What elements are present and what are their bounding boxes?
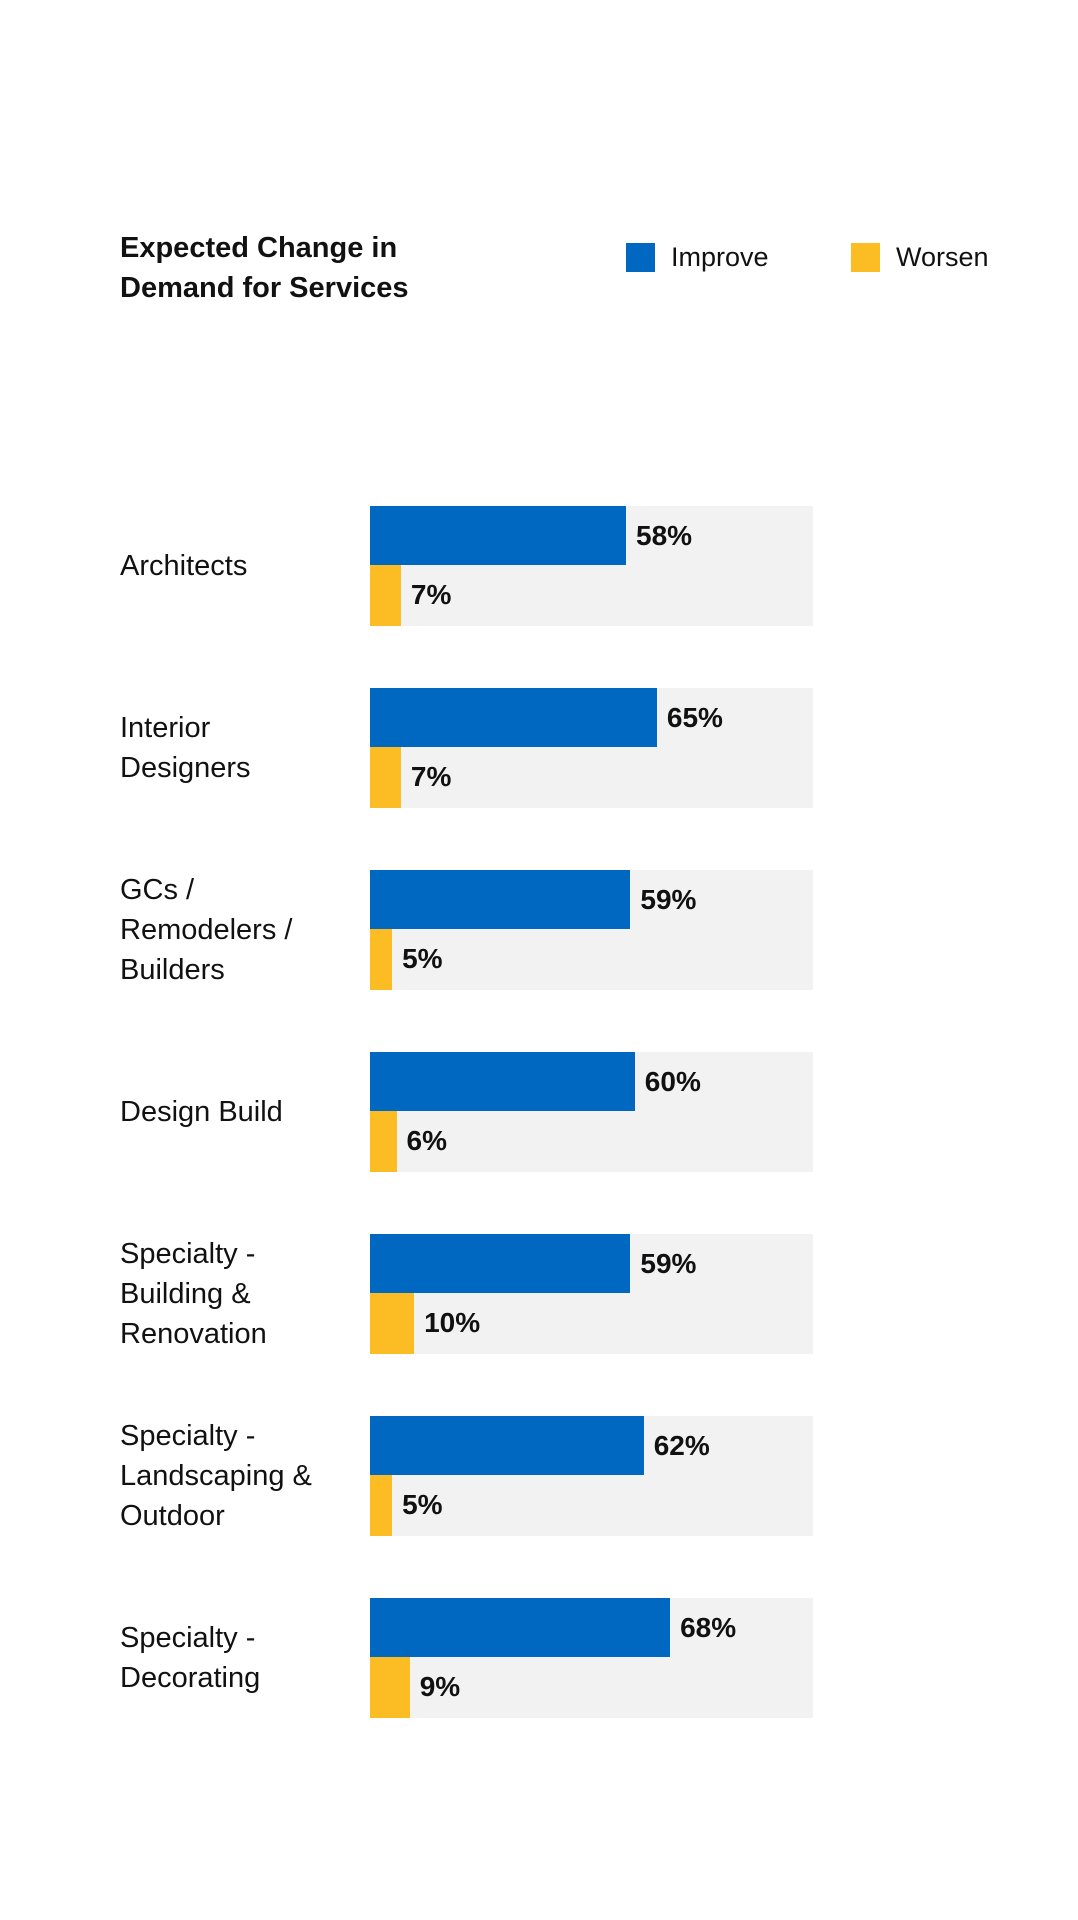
bar-worsen bbox=[370, 1111, 397, 1172]
bar-worsen bbox=[370, 747, 401, 808]
data-label-worsen: 7% bbox=[410, 579, 452, 610]
bar-improve bbox=[370, 870, 631, 929]
data-label-worsen: 5% bbox=[402, 943, 443, 974]
category-label: Specialty - Decorating bbox=[120, 1622, 261, 1694]
category-label: Architects bbox=[120, 550, 248, 582]
category-label: Specialty - Landscaping & Outdoor bbox=[120, 1420, 312, 1532]
bar-improve bbox=[370, 506, 626, 565]
bar-improve bbox=[370, 1416, 644, 1475]
data-label-improve: 59% bbox=[640, 884, 697, 915]
category-label: Specialty - Building & Renovation bbox=[120, 1238, 267, 1350]
bar-improve bbox=[370, 1598, 671, 1657]
data-label-worsen: 7% bbox=[410, 761, 452, 792]
legend-item-improve: Improve bbox=[626, 242, 769, 272]
bar-track: 65% 7% bbox=[370, 688, 813, 808]
bar-worsen bbox=[370, 565, 401, 626]
legend-label-worsen: Worsen bbox=[896, 242, 989, 272]
data-label-worsen: 6% bbox=[406, 1125, 447, 1156]
bar-worsen bbox=[370, 929, 393, 990]
data-label-improve: 60% bbox=[644, 1066, 701, 1097]
bar-track: 59% 10% bbox=[370, 1234, 813, 1354]
category-label: Interior Designers bbox=[120, 712, 251, 784]
bar-improve bbox=[370, 1052, 635, 1111]
data-label-improve: 62% bbox=[653, 1430, 710, 1461]
bar-track: 68% 9% bbox=[370, 1598, 813, 1718]
data-label-improve: 58% bbox=[636, 520, 693, 551]
bar-track: 60% 6% bbox=[370, 1052, 813, 1172]
bar-worsen bbox=[370, 1657, 410, 1718]
legend-swatch-worsen bbox=[851, 242, 880, 272]
bar-track: 59% 5% bbox=[370, 870, 813, 990]
data-label-improve: 68% bbox=[680, 1612, 737, 1643]
chart-row: Specialty - Decorating 68% 9% bbox=[0, 1598, 1078, 1718]
category-label: Design Build bbox=[120, 1096, 283, 1128]
chart-row: Specialty - Building & Renovation 59% 10% bbox=[0, 1234, 1078, 1354]
category-label: GCs / Remodelers / Builders bbox=[120, 874, 293, 986]
bar-track: 62% 5% bbox=[370, 1416, 813, 1536]
data-label-improve: 59% bbox=[640, 1248, 697, 1279]
legend-swatch-improve bbox=[626, 242, 655, 272]
data-label-worsen: 5% bbox=[402, 1489, 443, 1520]
chart-row: Specialty - Landscaping & Outdoor 62% 5% bbox=[0, 1416, 1078, 1536]
chart-row: Design Build 60% 6% bbox=[0, 1052, 1078, 1172]
data-label-worsen: 10% bbox=[424, 1307, 481, 1338]
legend-label-improve: Improve bbox=[671, 242, 769, 272]
legend-item-worsen: Worsen bbox=[851, 242, 989, 272]
bar-worsen bbox=[370, 1293, 415, 1354]
data-label-improve: 65% bbox=[666, 702, 723, 733]
data-label-worsen: 9% bbox=[419, 1671, 461, 1702]
bar-improve bbox=[370, 1234, 631, 1293]
chart-title: Expected Change in Demand for Services bbox=[120, 232, 409, 304]
bar-worsen bbox=[370, 1475, 393, 1536]
chart-row: Architects 58% 7% bbox=[0, 506, 1078, 626]
bar-improve bbox=[370, 688, 657, 747]
chart-row: Interior Designers 65% 7% bbox=[0, 688, 1078, 808]
chart-row: GCs / Remodelers / Builders 59% 5% bbox=[0, 870, 1078, 990]
bar-track: 58% 7% bbox=[370, 506, 813, 626]
